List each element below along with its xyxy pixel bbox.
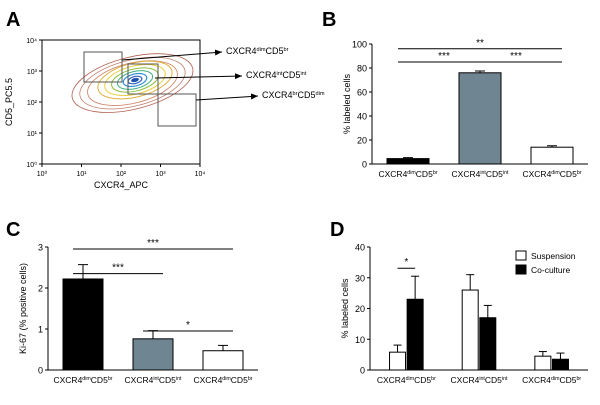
bar	[530, 146, 574, 165]
y-axis-title: % labeled cells	[340, 278, 350, 339]
bar	[458, 72, 502, 165]
gate-dim-br	[83, 51, 123, 83]
y-tick-label: 10	[355, 335, 365, 345]
bar	[132, 338, 174, 371]
category-label: CXCR4dimCD5br	[193, 375, 252, 385]
category-label: CXCR4intCD5int	[451, 375, 508, 385]
flow-x-tick-label: 10²	[116, 171, 127, 178]
significance-label: *	[404, 257, 408, 268]
y-tick-label: 1	[38, 325, 43, 335]
flow-y-tick-label: 10⁰	[26, 161, 37, 169]
gate-label: CXCR4brCD5dim	[262, 90, 325, 100]
y-tick-label: 30	[355, 273, 365, 283]
y-tick-label: 20	[355, 304, 365, 314]
gate-int-int	[127, 63, 159, 95]
gate-arrow	[121, 49, 223, 61]
y-axis-title: Ki-67 (% positive cells)	[18, 263, 28, 354]
panel-label-b: B	[322, 9, 336, 31]
density-contour	[79, 56, 186, 110]
gate-label: CXCR4dimCD5br	[226, 46, 289, 56]
flow-x-tick-label: 10¹	[76, 171, 87, 178]
gate-arrow	[154, 73, 243, 80]
significance-label: **	[476, 38, 484, 49]
density-contour	[122, 72, 148, 88]
flow-cytometry-plot: 10⁰ 10¹ 10² 10³ 10⁴ 10⁰ 10¹ 10² 10³ 10⁴ CXCR4_APC…	[4, 38, 325, 190]
density-peak	[131, 77, 139, 83]
flow-x-tick-label: 10⁰	[37, 170, 48, 178]
y-tick-label: 60	[357, 88, 367, 98]
y-tick-label: 3	[38, 243, 43, 253]
category-label: CXCR4intCD5int	[125, 375, 182, 385]
bar	[479, 317, 497, 371]
bar-chart-b: 0 20 40 60 80 100 % labeled cells CXCR4dimCD5br…	[342, 38, 588, 179]
panel-label-d: D	[330, 219, 344, 241]
category-label: CXCR4dimCD5br	[53, 375, 112, 385]
significance-label: ***	[112, 263, 124, 274]
bar	[406, 298, 424, 371]
bar-chart-d: 0 10 20 30 40 % labeled cells CXCR4dimCD5br CXC…	[340, 243, 588, 385]
category-label: CXCR4dimCD5br	[378, 169, 437, 179]
density-contours	[71, 53, 194, 113]
y-tick-label: 20	[357, 136, 367, 146]
y-tick-label: 0	[38, 366, 43, 376]
bar	[389, 351, 407, 371]
gate-label: CXCR4intCD5int	[246, 70, 307, 80]
category-label: CXCR4dimCD5br	[522, 169, 581, 179]
flow-y-tick-label: 10³	[27, 69, 38, 76]
flow-y-tick-label: 10⁴	[26, 38, 37, 45]
y-tick-label: 40	[355, 243, 365, 253]
bar	[386, 158, 430, 165]
flow-axes: 10⁰ 10¹ 10² 10³ 10⁴ 10⁰ 10¹ 10² 10³ 10⁴	[26, 38, 205, 178]
density-contour	[116, 70, 154, 90]
category-label: CXCR4dimCD5br	[522, 375, 581, 385]
bar	[202, 350, 244, 371]
significance-label: ***	[438, 51, 450, 62]
y-tick-label: 100	[352, 40, 367, 50]
flow-x-tick-label: 10⁴	[195, 171, 206, 178]
category-label: CXCR4dimCD5br	[377, 375, 436, 385]
bar	[551, 358, 569, 371]
density-contour	[71, 53, 194, 113]
gate-br-dim	[157, 93, 197, 127]
category-label: CXCR4intCD5int	[452, 169, 509, 179]
legend-swatch	[515, 264, 527, 275]
y-tick-label: 0	[362, 160, 367, 170]
panel-label-c: C	[6, 219, 20, 241]
panel-label-a: A	[6, 9, 20, 31]
flow-y-label: CD5_PC5.5	[4, 78, 14, 126]
significance-label: *	[186, 320, 190, 331]
gate-arrow	[195, 93, 259, 101]
flow-y-tick-label: 10²	[27, 100, 38, 107]
y-tick-label: 80	[357, 64, 367, 74]
legend-swatch	[515, 250, 527, 261]
flow-x-label: CXCR4_APC	[94, 180, 149, 190]
significance-label: ***	[147, 238, 159, 249]
flow-y-tick-label: 10¹	[27, 131, 38, 138]
significance-label: ***	[510, 51, 522, 62]
y-tick-label: 40	[357, 112, 367, 122]
bar	[534, 355, 552, 371]
gate-labels: CXCR4dimCD5br CXCR4intCD5int CXCR4brCD5dim	[121, 46, 325, 101]
bar	[62, 278, 104, 371]
legend-label: Suspension	[531, 251, 576, 261]
legend-label: Co-culture	[531, 265, 570, 275]
y-tick-label: 2	[38, 284, 43, 294]
y-axis-title: % labeled cells	[342, 73, 352, 134]
flow-x-tick-label: 10³	[155, 171, 166, 178]
y-tick-label: 0	[360, 366, 365, 376]
bar-chart-c: 0 1 2 3 Ki-67 (% positive cells) CXCR4dimCD5b…	[18, 238, 258, 385]
bar	[461, 289, 479, 371]
